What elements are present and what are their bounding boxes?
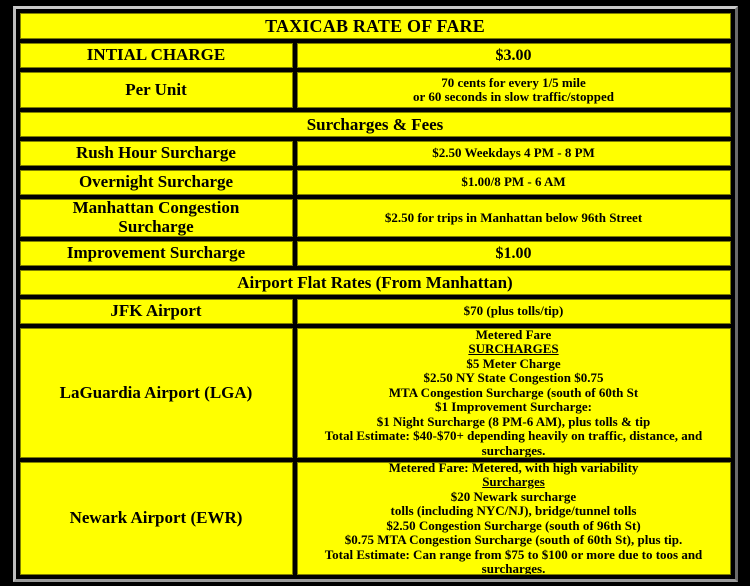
value-line: $5 Meter Charge xyxy=(466,355,561,371)
row-label-per-unit: Per Unit xyxy=(19,72,293,108)
row-value-newark: Metered Fare: Metered, with high variabi… xyxy=(296,462,731,575)
value-line: $20 Newark surcharge xyxy=(450,488,577,504)
taxicab-rate-table: TAXICAB RATE OF FARE INTIAL CHARGE $3.00… xyxy=(12,6,738,582)
section-heading-airport-flat-rates: Airport Flat Rates (From Manhattan) xyxy=(19,270,731,295)
value-line: Metered Fare xyxy=(475,328,552,342)
row-value-rush-hour: $2.50 Weekdays 4 PM - 8 PM xyxy=(296,141,731,166)
value-line-underlined: SURCHARGES xyxy=(468,341,559,357)
row-label-improvement: Improvement Surcharge xyxy=(19,241,293,266)
row-value-laguardia: Metered Fare SURCHARGES $5 Meter Charge … xyxy=(296,328,731,458)
value-line: 70 cents for every 1/5 mile xyxy=(441,74,586,90)
row-value-improvement: $1.00 xyxy=(296,241,731,266)
value-line: tolls (including NYC/NJ), bridge/tunnel … xyxy=(390,503,637,518)
row-label-jfk: JFK Airport xyxy=(19,299,293,324)
table-title: TAXICAB RATE OF FARE xyxy=(19,13,731,39)
value-line: or 60 seconds in slow traffic/stopped xyxy=(413,89,614,104)
value-line: $0.75 MTA Congestion Surcharge (south of… xyxy=(344,532,683,547)
row-label-manhattan-congestion: Manhattan Congestion Surcharge xyxy=(19,199,293,237)
row-value-overnight: $1.00/8 PM - 6 AM xyxy=(296,170,731,195)
row-label-laguardia: LaGuardia Airport (LGA) xyxy=(19,328,293,458)
value-line: Total Estimate: Can range from $75 to $1… xyxy=(324,546,703,575)
row-value-initial-charge: $3.00 xyxy=(296,43,731,68)
row-label-newark: Newark Airport (EWR) xyxy=(19,462,293,575)
value-line-underlined: Surcharges xyxy=(482,474,545,489)
value-line: $2.50 Congestion Surcharge (south of 96t… xyxy=(386,517,641,533)
value-line: $1 Improvement Surcharge: xyxy=(435,399,592,415)
row-value-per-unit: 70 cents for every 1/5 mile or 60 second… xyxy=(296,72,731,108)
section-heading-surcharges: Surcharges & Fees xyxy=(19,112,731,137)
value-line: Total Estimate: $40-$70+ depending heavi… xyxy=(324,428,703,458)
row-value-jfk: $70 (plus tolls/tip) xyxy=(296,299,731,324)
row-value-manhattan-congestion: $2.50 for trips in Manhattan below 96th … xyxy=(296,199,731,237)
value-line: $1 Night Surcharge (8 PM-6 AM), plus tol… xyxy=(376,413,651,429)
row-label-overnight: Overnight Surcharge xyxy=(19,170,293,195)
value-line: Metered Fare: Metered, with high variabi… xyxy=(388,462,639,475)
row-label-initial-charge: INTIAL CHARGE xyxy=(19,43,293,68)
row-label-rush-hour: Rush Hour Surcharge xyxy=(19,141,293,166)
value-line: MTA Congestion Surcharge (south of 60th … xyxy=(388,384,639,400)
value-line: $2.50 NY State Congestion $0.75 xyxy=(423,370,604,386)
